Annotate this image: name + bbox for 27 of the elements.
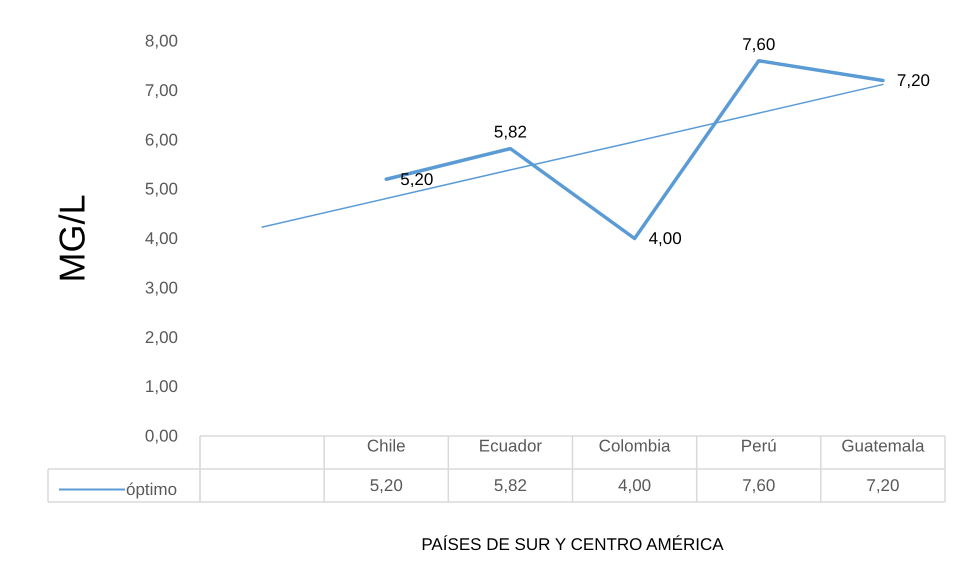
y-tick-label: 1,00: [144, 377, 178, 396]
text: 5,20: [400, 170, 434, 189]
y-tick-label: 4,00: [144, 229, 178, 248]
data-label: 5,20: [370, 476, 403, 495]
x-tick-label: Ecuador: [478, 436, 542, 456]
text: 7,20: [896, 71, 930, 90]
y-tick-label: 6,00: [144, 130, 178, 150]
text: 4,00: [648, 229, 682, 248]
y-tick-label: 2,00: [144, 328, 178, 347]
y-tick-label: 7,00: [144, 80, 178, 100]
x-tick-label: Perú: [740, 436, 777, 456]
y-tick-label: 5,00: [144, 180, 178, 199]
data-label: 4,00: [618, 476, 652, 495]
y-axis-title: MG/L: [52, 194, 92, 283]
text: 5,82: [494, 122, 527, 142]
x-axis-title: PAÍSES DE SUR Y CENTRO AMÉRICA: [421, 535, 724, 554]
x-tick-label: Guatemala: [841, 436, 926, 456]
x-tick-label: Chile: [366, 436, 406, 456]
y-tick-label: 0,00: [144, 426, 178, 446]
data-label: 7,20: [866, 476, 900, 495]
text: 7,60: [742, 34, 776, 54]
legend-label: óptimo: [126, 480, 178, 499]
data-label: 7,60: [742, 476, 776, 495]
y-tick-label: 8,00: [144, 32, 178, 50]
x-tick-label: Colombia: [598, 436, 672, 456]
data-label: 5,82: [494, 476, 527, 495]
y-tick-label: 3,00: [144, 278, 178, 298]
